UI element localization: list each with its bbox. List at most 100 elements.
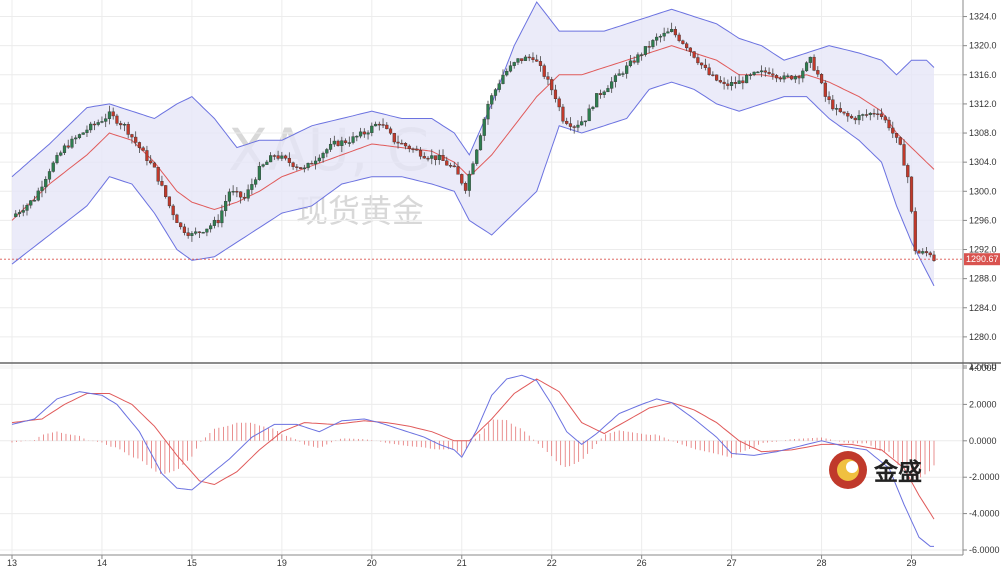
- candle-body: [685, 43, 689, 49]
- candle-body: [786, 75, 790, 78]
- price-tick-label: 1284.0: [969, 303, 997, 313]
- lower-band-line: [11, 81, 935, 287]
- candle-body: [700, 62, 704, 66]
- candle-body: [220, 210, 224, 224]
- candle-body: [591, 106, 595, 109]
- candle-body: [122, 124, 127, 126]
- candle-body: [602, 91, 606, 95]
- candle-body: [808, 56, 812, 63]
- candle-body: [100, 121, 104, 123]
- candle-body: [561, 106, 565, 122]
- candle-body: [250, 184, 254, 190]
- macd-panel: [11, 374, 935, 547]
- candle-body: [430, 155, 434, 159]
- macd-line: [11, 374, 934, 547]
- candle-body: [351, 136, 355, 143]
- candle-body: [812, 56, 816, 71]
- price-tick-label: 1292.0: [969, 245, 997, 255]
- candle-body: [782, 75, 786, 80]
- candle-body: [14, 213, 18, 217]
- candle-body: [171, 205, 175, 216]
- candle-body: [62, 145, 67, 153]
- candle-body: [332, 140, 336, 145]
- candle-body: [186, 232, 190, 236]
- candle-body: [523, 56, 528, 61]
- candle-body: [74, 137, 78, 140]
- candle-body: [126, 124, 130, 135]
- candle-body: [816, 70, 820, 75]
- candle-body: [658, 35, 662, 38]
- time-tick-label: 26: [637, 558, 647, 568]
- candle-body: [891, 127, 895, 134]
- candle-body: [497, 83, 501, 90]
- candle-body: [733, 82, 737, 84]
- price-tick-label: 1316.0: [969, 70, 997, 80]
- candle-body: [403, 143, 408, 147]
- candle-body: [823, 82, 827, 97]
- candle-body: [883, 116, 887, 121]
- candle-body: [759, 70, 764, 73]
- candle-body: [441, 155, 445, 161]
- candle-body: [587, 108, 591, 122]
- candle-body: [531, 57, 535, 60]
- band-fill: [12, 2, 934, 286]
- candle-body: [655, 36, 659, 41]
- candle-body: [366, 132, 370, 135]
- candle-body: [358, 131, 363, 137]
- candle-body: [156, 167, 160, 182]
- candle-body: [703, 64, 707, 68]
- candle-body: [834, 108, 839, 110]
- candle-body: [864, 114, 869, 116]
- time-tick-label: 29: [907, 558, 917, 568]
- price-tick-label: 1304.0: [969, 157, 997, 167]
- price-tick-label: 1320.0: [969, 41, 997, 51]
- candle-body: [212, 219, 216, 226]
- current-price-tag: [964, 253, 1000, 266]
- candle-body: [448, 165, 453, 167]
- candle-body: [557, 98, 561, 108]
- candle-body: [269, 155, 273, 163]
- time-tick-label: 21: [457, 558, 467, 568]
- candle-body: [606, 88, 610, 93]
- candle-body: [182, 226, 187, 233]
- candle-body: [718, 80, 722, 83]
- candle-body: [377, 123, 381, 126]
- candle-body: [370, 125, 374, 133]
- candle-body: [774, 75, 779, 79]
- candle-body: [216, 219, 220, 224]
- candle-body: [520, 58, 524, 61]
- candle-body: [482, 118, 486, 136]
- candle-body: [261, 164, 265, 167]
- candle-body: [179, 222, 183, 228]
- candle-body: [508, 65, 513, 72]
- candle-body: [340, 140, 344, 146]
- candle-body: [673, 29, 677, 36]
- candle-body: [887, 119, 891, 129]
- candle-body: [257, 166, 261, 180]
- candle-body: [306, 162, 310, 169]
- candle-body: [347, 142, 351, 144]
- candle-body: [276, 155, 280, 159]
- candle-body: [643, 46, 648, 55]
- candle-body: [235, 191, 239, 193]
- time-tick-label: 22: [547, 558, 557, 568]
- candle-body: [632, 60, 636, 63]
- candle-body: [681, 40, 685, 44]
- candle-body: [51, 162, 55, 172]
- candle-body: [280, 155, 284, 159]
- candle-body: [17, 212, 22, 214]
- candle-body: [763, 70, 767, 73]
- candle-body: [130, 134, 134, 138]
- candle-body: [321, 152, 325, 159]
- candle-body: [160, 181, 164, 186]
- candle-body: [876, 113, 880, 115]
- candle-body: [396, 141, 400, 144]
- candle-body: [793, 76, 797, 80]
- logo-text: 金盛: [873, 458, 922, 486]
- candle-body: [838, 108, 842, 113]
- candle-body: [242, 196, 246, 199]
- candle-body: [388, 128, 393, 134]
- candle-body: [917, 250, 921, 254]
- candle-body: [467, 173, 471, 191]
- candle-body: [44, 179, 48, 188]
